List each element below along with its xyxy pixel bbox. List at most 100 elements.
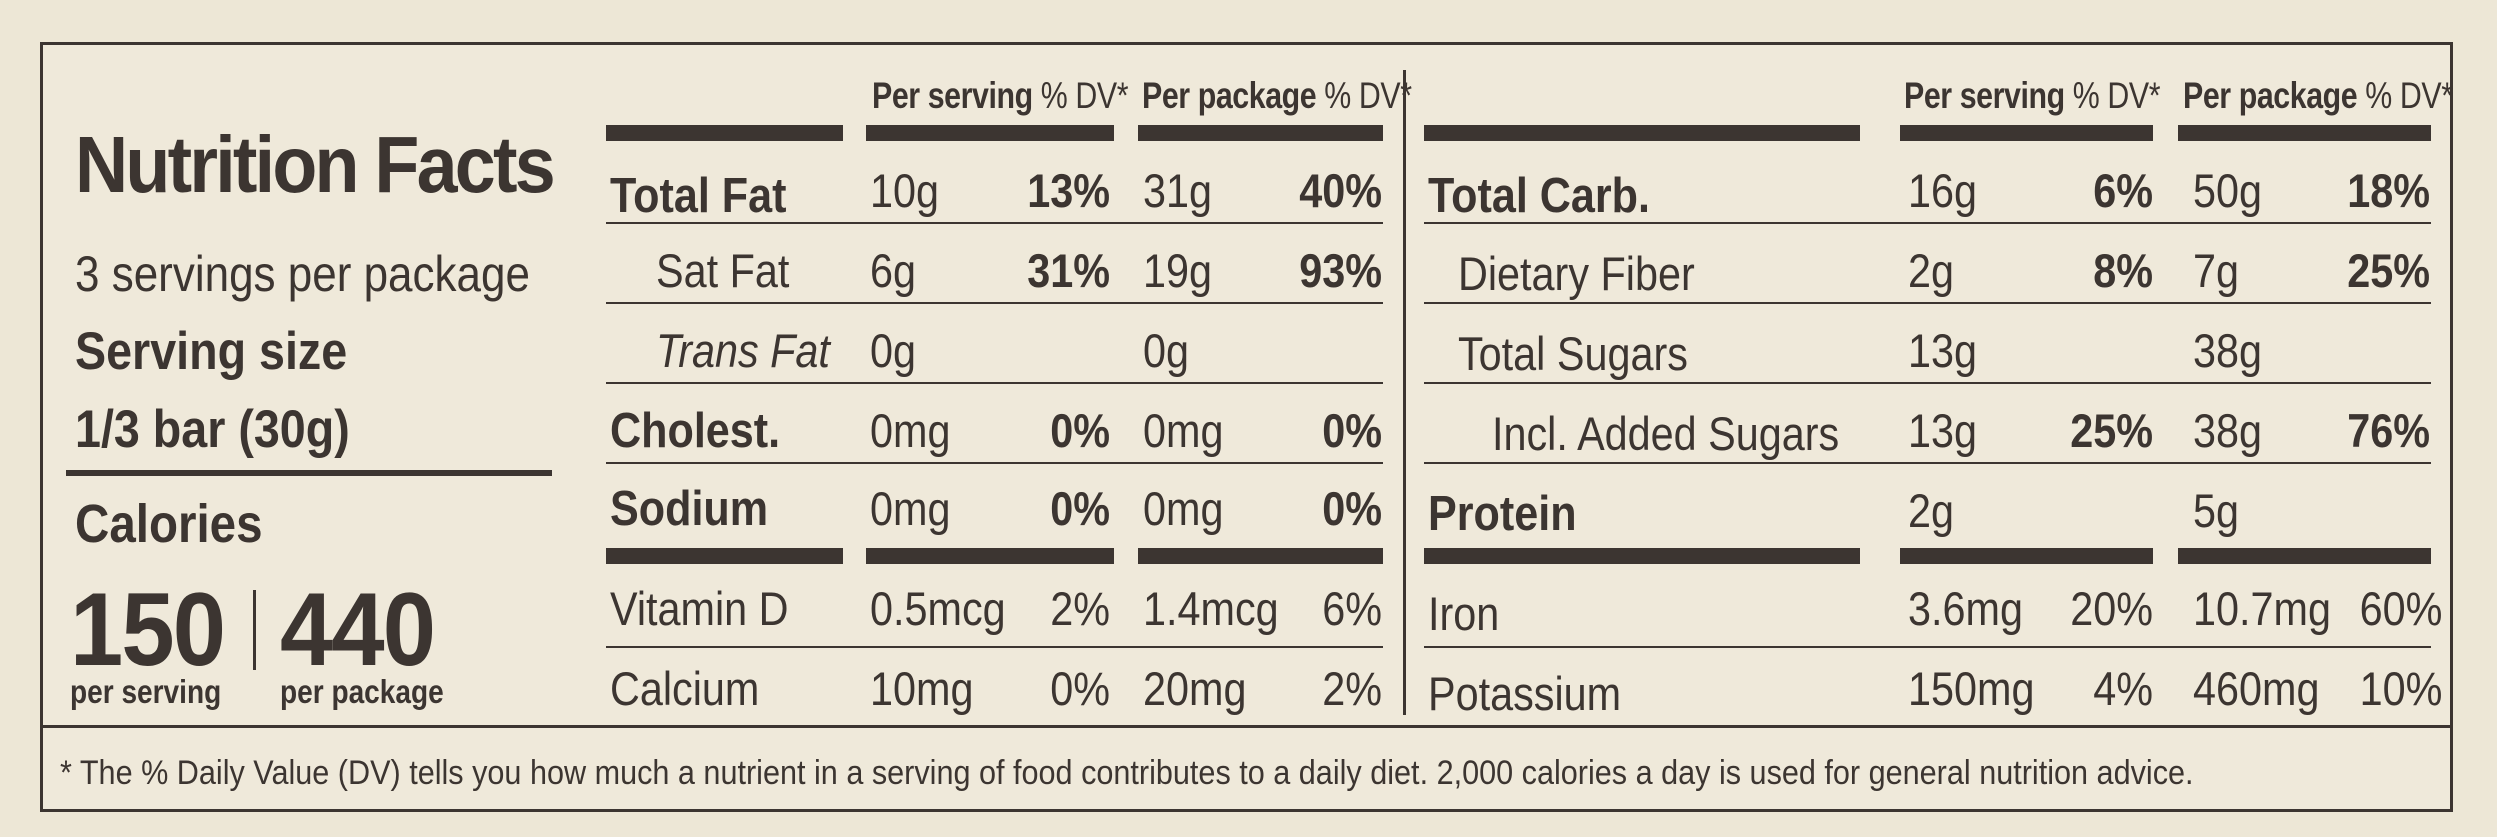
cholesterol-package-dv: 0% bbox=[1322, 404, 1382, 457]
left-per-package-header: Per package % DV* bbox=[1142, 75, 1412, 116]
calcium-serving-dv: 0% bbox=[1050, 662, 1110, 715]
sodium-serving-amount: 0mg bbox=[870, 482, 951, 535]
right-separator-3 bbox=[1424, 382, 2431, 384]
total-sugars-package-amount: 38g bbox=[2193, 324, 2263, 377]
left-separator-3 bbox=[606, 382, 1383, 384]
cholesterol-package-amount: 0mg bbox=[1143, 404, 1224, 457]
iron-serving-amount: 3.6mg bbox=[1908, 582, 2023, 635]
total-fat-package-amount: 31g bbox=[1143, 164, 1213, 217]
potassium-serving-dv: 4% bbox=[2093, 662, 2153, 715]
right-separator-4 bbox=[1424, 462, 2431, 464]
left-per-serving-header: Per serving % DV* bbox=[872, 75, 1129, 116]
total-fat-serving-dv: 13% bbox=[1027, 164, 1110, 217]
dietary-fiber-serving-dv: 8% bbox=[2093, 244, 2153, 297]
left-serving-mid-bar bbox=[866, 548, 1114, 564]
sat-fat-package-amount: 19g bbox=[1143, 244, 1213, 297]
vitamin-d-serving-dv: 2% bbox=[1050, 582, 1110, 635]
total-carb-package-amount: 50g bbox=[2193, 164, 2263, 217]
serving-size-value: 1/3 bar (30g) bbox=[75, 400, 350, 459]
right-serving-mid-bar bbox=[1900, 548, 2153, 564]
total-fat-serving-amount: 10g bbox=[870, 164, 940, 217]
dietary-fiber-package-amount: 7g bbox=[2193, 244, 2240, 297]
added-sugars-package-dv: 76% bbox=[2347, 404, 2430, 457]
total-fat-package-dv: 40% bbox=[1299, 164, 1382, 217]
sat-fat-package-dv: 93% bbox=[1299, 244, 1382, 297]
footnote-divider bbox=[43, 725, 2450, 728]
right-package-mid-bar bbox=[2178, 548, 2431, 564]
nutrient-iron: Iron bbox=[1428, 587, 1500, 640]
left-separator-1 bbox=[606, 222, 1383, 224]
iron-package-amount: 10.7mg bbox=[2193, 582, 2331, 635]
nutrient-total-carb: Total Carb. bbox=[1428, 169, 1651, 223]
calories-per-package-label: per package bbox=[280, 673, 444, 710]
right-name-top-bar bbox=[1424, 125, 1860, 141]
calories-per-serving: 150 bbox=[70, 572, 226, 688]
nutrient-dietary-fiber: Dietary Fiber bbox=[1458, 247, 1695, 300]
nutrient-potassium: Potassium bbox=[1428, 667, 1622, 720]
iron-serving-dv: 20% bbox=[2070, 582, 2153, 635]
protein-serving-amount: 2g bbox=[1908, 484, 1955, 537]
left-name-top-bar bbox=[606, 125, 843, 141]
total-carb-package-dv: 18% bbox=[2347, 164, 2430, 217]
trans-fat-serving-amount: 0g bbox=[870, 324, 917, 377]
nutrient-calcium: Calcium bbox=[610, 662, 760, 715]
daily-value-footnote: * The % Daily Value (DV) tells you how m… bbox=[60, 754, 2194, 792]
right-per-serving-header: Per serving % DV* bbox=[1904, 75, 2161, 116]
nutrient-total-fat: Total Fat bbox=[610, 169, 787, 223]
sodium-serving-dv: 0% bbox=[1050, 482, 1110, 535]
serving-size-label: Serving size bbox=[75, 322, 348, 381]
nutrient-cholesterol: Cholest. bbox=[610, 404, 781, 458]
left-separator-4 bbox=[606, 462, 1383, 464]
calories-label: Calories bbox=[75, 494, 263, 554]
nutrient-protein: Protein bbox=[1428, 487, 1577, 541]
iron-package-dv: 60% bbox=[2359, 582, 2443, 635]
nutrient-vitamin-d: Vitamin D bbox=[610, 582, 789, 635]
sat-fat-serving-amount: 6g bbox=[870, 244, 917, 297]
total-carb-serving-amount: 16g bbox=[1908, 164, 1978, 217]
dietary-fiber-package-dv: 25% bbox=[2347, 244, 2430, 297]
right-separator-1 bbox=[1424, 222, 2431, 224]
dietary-fiber-serving-amount: 2g bbox=[1908, 244, 1955, 297]
right-package-top-bar bbox=[2178, 125, 2431, 141]
center-divider bbox=[1403, 70, 1406, 715]
calories-per-serving-label: per serving bbox=[70, 673, 222, 710]
left-separator-2 bbox=[606, 302, 1383, 304]
vitamin-d-package-dv: 6% bbox=[1322, 582, 1382, 635]
calcium-package-dv: 2% bbox=[1322, 662, 1382, 715]
potassium-package-amount: 460mg bbox=[2193, 662, 2320, 715]
added-sugars-serving-amount: 13g bbox=[1908, 404, 1978, 457]
left-name-mid-bar bbox=[606, 548, 843, 564]
nutrient-added-sugars: Incl. Added Sugars bbox=[1492, 407, 1840, 460]
panel-title: Nutrition Facts bbox=[75, 120, 556, 209]
calcium-serving-amount: 10mg bbox=[870, 662, 974, 715]
header-divider bbox=[66, 470, 552, 476]
right-name-mid-bar bbox=[1424, 548, 1860, 564]
added-sugars-package-amount: 38g bbox=[2193, 404, 2263, 457]
right-separator-5 bbox=[1424, 646, 2431, 648]
cholesterol-serving-dv: 0% bbox=[1050, 404, 1110, 457]
left-package-top-bar bbox=[1138, 125, 1383, 141]
vitamin-d-package-amount: 1.4mcg bbox=[1143, 582, 1279, 635]
calcium-package-amount: 20mg bbox=[1143, 662, 1247, 715]
right-serving-top-bar bbox=[1900, 125, 2153, 141]
calories-per-package: 440 bbox=[280, 572, 436, 688]
right-separator-2 bbox=[1424, 302, 2431, 304]
nutrient-total-sugars: Total Sugars bbox=[1458, 327, 1688, 380]
calories-separator bbox=[253, 590, 256, 670]
potassium-package-dv: 10% bbox=[2359, 662, 2443, 715]
right-per-package-header: Per package % DV* bbox=[2183, 75, 2453, 116]
sodium-package-amount: 0mg bbox=[1143, 482, 1224, 535]
trans-fat-package-amount: 0g bbox=[1143, 324, 1190, 377]
sodium-package-dv: 0% bbox=[1322, 482, 1382, 535]
added-sugars-serving-dv: 25% bbox=[2070, 404, 2153, 457]
cholesterol-serving-amount: 0mg bbox=[870, 404, 951, 457]
left-package-mid-bar bbox=[1138, 548, 1383, 564]
nutrient-trans-fat: Trans Fat bbox=[656, 324, 830, 377]
servings-per-package: 3 servings per package bbox=[75, 246, 530, 302]
left-separator-5 bbox=[606, 646, 1383, 648]
nutrition-facts-panel bbox=[40, 42, 2453, 812]
protein-package-amount: 5g bbox=[2193, 484, 2240, 537]
vitamin-d-serving-amount: 0.5mcg bbox=[870, 582, 1006, 635]
nutrient-sodium: Sodium bbox=[610, 482, 769, 536]
nutrient-sat-fat: Sat Fat bbox=[656, 244, 790, 297]
